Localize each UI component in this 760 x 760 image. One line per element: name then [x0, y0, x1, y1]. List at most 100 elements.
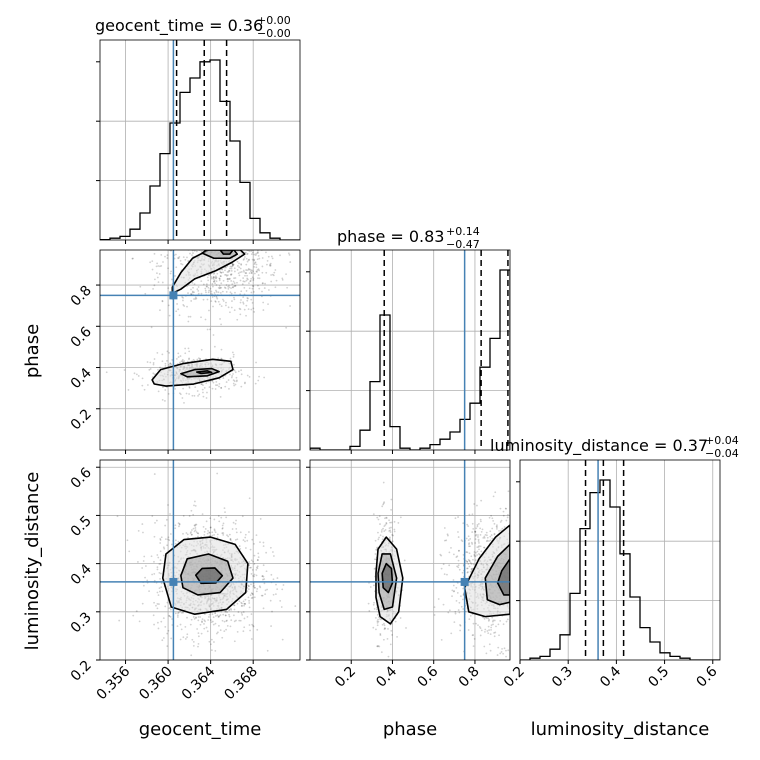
sample-point: [230, 306, 233, 309]
sample-point: [149, 261, 152, 264]
sample-point: [230, 287, 232, 290]
sample-point: [466, 551, 469, 554]
sample-point: [266, 649, 269, 652]
sample-point: [197, 292, 200, 295]
sample-point: [248, 375, 251, 378]
contour-inner: [196, 370, 213, 375]
sample-point: [443, 573, 446, 576]
sample-point: [392, 534, 395, 537]
sample-point: [250, 566, 252, 569]
sample-point: [218, 277, 221, 280]
sample-point: [185, 392, 188, 395]
sample-point: [491, 517, 494, 520]
sample-point: [452, 553, 455, 556]
sample-point: [466, 571, 469, 573]
sample-point: [233, 270, 236, 273]
sample-point: [156, 272, 158, 275]
sample-point: [179, 355, 182, 357]
title-phase: phase = 0.83 +0.14 −0.47: [337, 225, 480, 251]
sample-point: [160, 254, 163, 256]
sample-point: [226, 271, 229, 273]
sample-point: [196, 288, 199, 291]
sample-point: [250, 597, 253, 599]
sample-point: [256, 269, 259, 271]
sample-point: [196, 390, 199, 392]
sample-point: [153, 572, 156, 575]
sample-point: [252, 284, 254, 287]
sample-point: [176, 303, 178, 305]
sample-point: [374, 539, 377, 542]
sample-point: [164, 605, 167, 608]
sample-point: [170, 637, 173, 640]
sample-point: [192, 513, 195, 516]
sample-point: [488, 540, 490, 543]
panel-content: [100, 460, 300, 660]
sample-point: [270, 255, 273, 258]
sample-point: [254, 254, 257, 256]
sample-point: [159, 265, 161, 268]
sample-point: [152, 372, 155, 375]
sample-point: [218, 284, 221, 287]
sample-point: [250, 250, 253, 252]
sample-point: [502, 652, 505, 655]
sample-point: [239, 301, 242, 304]
sample-point: [468, 618, 471, 621]
sample-point: [492, 519, 495, 522]
sample-point: [491, 537, 494, 540]
sample-point: [256, 250, 259, 252]
sample-point: [234, 291, 236, 294]
sample-point: [467, 525, 470, 527]
sample-point: [127, 389, 130, 391]
sample-point: [153, 601, 155, 604]
sample-point: [221, 268, 224, 271]
sample-point: [259, 586, 262, 589]
sample-point: [239, 531, 242, 534]
sample-point: [235, 531, 238, 534]
sample-point: [233, 384, 236, 387]
sample-point: [459, 595, 462, 598]
sample-point: [201, 388, 204, 391]
sample-point: [215, 384, 217, 387]
sample-point: [230, 608, 233, 611]
sample-point: [181, 611, 183, 614]
sample-point: [233, 267, 236, 270]
sample-point: [232, 373, 234, 375]
sample-point: [476, 554, 478, 556]
sample-point: [486, 630, 489, 632]
sample-point: [222, 300, 225, 302]
sample-point: [469, 560, 471, 563]
sample-point: [239, 313, 242, 316]
sample-point: [379, 534, 382, 537]
sample-point: [439, 553, 442, 556]
sample-point: [469, 614, 472, 617]
sample-point: [262, 282, 264, 285]
sample-point: [174, 612, 177, 615]
sample-point: [228, 608, 231, 611]
sample-point: [159, 559, 162, 562]
sample-point: [235, 527, 238, 530]
sample-point: [229, 311, 231, 314]
sample-point: [168, 614, 171, 617]
sample-point: [242, 600, 245, 603]
sample-point: [476, 504, 478, 507]
sample-point: [168, 539, 171, 542]
sample-point: [195, 250, 198, 253]
sample-point: [162, 617, 165, 620]
sample-point: [157, 556, 160, 559]
sample-point: [218, 614, 221, 617]
sample-point: [465, 551, 468, 553]
sample-point: [160, 265, 163, 267]
sample-point: [178, 314, 181, 317]
sample-point: [462, 608, 465, 610]
sample-point: [459, 629, 462, 632]
sample-point: [178, 522, 181, 525]
sample-point: [475, 527, 478, 530]
sample-point: [267, 303, 269, 306]
sample-point: [219, 614, 222, 616]
sample-point: [386, 638, 389, 640]
sample-point: [488, 629, 490, 631]
sample-point: [246, 539, 249, 542]
sample-point: [492, 623, 494, 626]
sample-point: [153, 284, 156, 287]
sample-point: [194, 527, 197, 529]
